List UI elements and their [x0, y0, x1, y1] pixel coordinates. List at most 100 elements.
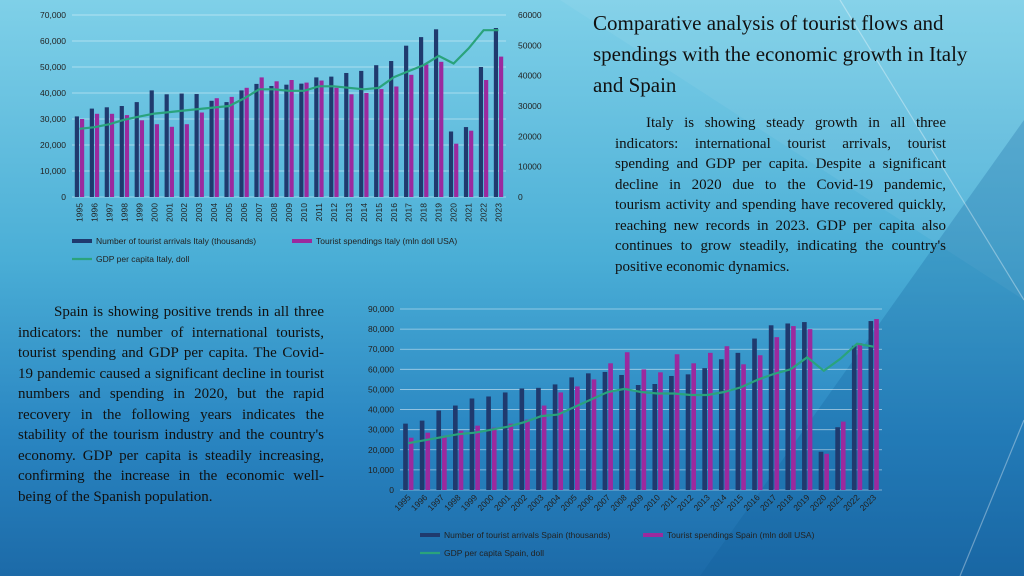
bar-spending [259, 77, 264, 197]
x-tick-label: 1999 [134, 203, 144, 222]
spain-chart: 0 10,000 20,000 30,000 40,000 50,000 60,000 70,… [368, 304, 882, 558]
bar-spending [169, 126, 174, 197]
bar-arrivals [74, 116, 79, 197]
bar-arrivals [374, 65, 379, 198]
legend-label-gdp: GDP per capita Spain, doll [444, 548, 544, 558]
bar-arrivals [478, 67, 484, 197]
bar-arrivals [134, 102, 139, 197]
bar-arrivals [619, 374, 624, 490]
y-right-tick-label: 40000 [518, 71, 542, 81]
x-tick-label: 2012 [675, 492, 696, 513]
gdp-line [79, 29, 499, 130]
bar-arrivals [284, 84, 289, 197]
bar-arrivals [669, 375, 674, 490]
bar-arrivals [818, 451, 824, 490]
bar-arrivals [652, 384, 658, 490]
x-tick-label: 2008 [608, 492, 629, 513]
bar-spending [475, 425, 480, 490]
bar-spending [319, 80, 324, 197]
y-left-tick-label: 0 [389, 485, 394, 495]
bar-spending [229, 96, 234, 197]
bar-spending [424, 64, 429, 198]
legend-label-arrivals: Number of tourist arrivals Italy (thousa… [96, 236, 256, 246]
gdp-line [408, 342, 874, 445]
bar-spending [289, 80, 294, 197]
bar-spending [334, 87, 339, 197]
decor-line-1 [839, 0, 1024, 301]
y-left-tick-label: 10,000 [368, 465, 394, 475]
x-tick-label: 2019 [791, 492, 812, 513]
bar-spending [349, 94, 354, 197]
bar-spending [199, 112, 204, 197]
x-tick-label: 2014 [359, 203, 369, 222]
bar-arrivals [453, 405, 458, 490]
bar-spending [840, 421, 846, 490]
x-tick-label: 1999 [459, 492, 480, 513]
bar-arrivals [835, 427, 840, 490]
x-tick-label: 2020 [808, 492, 829, 513]
x-tick-label: 2013 [344, 203, 354, 222]
legend-label-spending: Tourist spendings Spain (mln doll USA) [667, 530, 815, 540]
y-left-tick-label: 30,000 [40, 114, 66, 124]
x-tick-label: 2006 [239, 203, 249, 222]
bar-arrivals [569, 377, 575, 490]
bar-spending [214, 98, 219, 197]
bar-arrivals [448, 131, 454, 197]
bar-arrivals [585, 373, 591, 490]
x-tick-label: 2007 [592, 492, 613, 513]
y-right-tick-label: 0 [518, 192, 523, 202]
x-tick-label: 2000 [149, 203, 159, 222]
bar-arrivals [299, 83, 304, 197]
y-right-tick-label: 30000 [518, 101, 542, 111]
bar-arrivals [329, 76, 334, 197]
bar-arrivals [602, 371, 608, 490]
y-right-tick-label: 10000 [518, 162, 542, 172]
x-tick-label: 2005 [224, 203, 234, 222]
bar-arrivals [314, 77, 319, 197]
bar-arrivals [194, 94, 199, 197]
bar-arrivals [239, 90, 244, 197]
bar-arrivals [469, 398, 475, 490]
bar-arrivals [635, 385, 641, 490]
x-tick-label: 2015 [725, 492, 746, 513]
x-tick-label: 2001 [492, 492, 513, 513]
x-tick-label: 2015 [374, 203, 384, 222]
bar-spending [274, 81, 279, 197]
x-tick-label: 2012 [329, 203, 339, 222]
y-left-tick-label: 20,000 [40, 140, 66, 150]
x-tick-label: 2014 [708, 492, 729, 513]
bar-spending [154, 124, 160, 197]
bar-spending [691, 363, 697, 490]
bar-arrivals [209, 100, 214, 197]
bar-arrivals [735, 352, 741, 490]
bar-arrivals [344, 72, 349, 197]
x-tick-label: 1998 [119, 203, 129, 222]
decor-line-2 [959, 419, 1024, 576]
y-left-tick-label: 40,000 [368, 405, 394, 415]
x-tick-label: 1996 [409, 492, 430, 513]
bar-spending [508, 423, 514, 490]
x-tick-label: 2018 [419, 203, 429, 222]
bar-spending [707, 352, 713, 490]
bar-arrivals [536, 387, 541, 490]
y-left-tick-label: 80,000 [368, 324, 394, 334]
bar-arrivals [718, 359, 724, 490]
y-right-tick-label: 50000 [518, 40, 542, 50]
bar-spending [608, 363, 613, 490]
bar-spending [139, 120, 145, 197]
bar-spending [624, 352, 630, 490]
bar-spending [724, 346, 730, 490]
bar-spending [244, 87, 249, 197]
bar-arrivals [502, 392, 508, 490]
bar-spending [674, 354, 680, 490]
x-tick-label: 2001 [164, 203, 174, 222]
bar-arrivals [104, 107, 109, 197]
bar-arrivals [164, 94, 169, 197]
legend-swatch-arrivals [72, 239, 92, 243]
x-tick-label: 2023 [494, 203, 504, 222]
bar-arrivals [463, 127, 469, 197]
legend-label-spending: Tourist spendings Italy (mln doll USA) [316, 236, 457, 246]
x-tick-label: 2016 [741, 492, 762, 513]
y-left-tick-label: 50,000 [368, 384, 394, 394]
x-tick-label: 1996 [89, 203, 99, 222]
